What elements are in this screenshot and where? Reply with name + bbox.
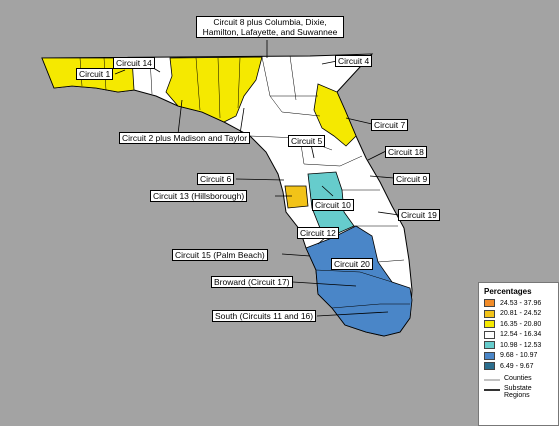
legend-counties: Counties xyxy=(484,375,558,382)
label-circuit-15: Circuit 15 (Palm Beach) xyxy=(172,249,268,261)
legend-range-label: 10.98 - 12.53 xyxy=(500,341,542,349)
label-circuit-14: Circuit 14 xyxy=(113,57,155,69)
label-circuit-9: Circuit 9 xyxy=(393,173,431,185)
legend-range-label: 16.35 - 20.80 xyxy=(500,320,542,328)
region-south-florida xyxy=(305,225,413,337)
legend-range-6: 6.49 - 9.67 xyxy=(484,361,558,372)
label-circuit-5: Circuit 5 xyxy=(288,135,326,147)
legend-swatch xyxy=(484,320,495,329)
label-circuit-4: Circuit 4 xyxy=(335,55,373,67)
legend-regions-label: Substate Regions xyxy=(504,384,532,399)
legend-range-label: 6.49 - 9.67 xyxy=(500,362,534,370)
label-circuit-19: Circuit 19 xyxy=(398,209,440,221)
legend-range-5: 9.68 - 10.97 xyxy=(484,351,558,362)
counties-line-icon xyxy=(484,379,500,380)
legend-ranges: 24.53 - 37.96 20.81 - 24.52 16.35 - 20.80 1… xyxy=(479,298,558,372)
legend-regions: Substate Regions xyxy=(484,385,558,399)
legend-range-label: 24.53 - 37.96 xyxy=(500,299,542,307)
legend-swatch xyxy=(484,299,495,308)
label-circuit-20: Circuit 20 xyxy=(331,258,373,270)
legend-range-4: 10.98 - 12.53 xyxy=(484,340,558,351)
label-circuit-12: Circuit 12 xyxy=(297,227,339,239)
legend-range-label: 20.81 - 24.52 xyxy=(500,310,542,318)
regions-line-icon xyxy=(484,388,500,391)
region-circuit-7 xyxy=(313,83,357,147)
label-circuit-10: Circuit 10 xyxy=(312,199,354,211)
legend-range-3: 12.54 - 16.34 xyxy=(484,330,558,341)
label-circuits-11-16: South (Circuits 11 and 16) xyxy=(212,310,317,322)
label-circuit-7: Circuit 7 xyxy=(371,119,409,131)
legend-counties-label: Counties xyxy=(504,374,532,382)
legend-range-label: 12.54 - 16.34 xyxy=(500,331,542,339)
legend-title: Percentages xyxy=(484,287,532,296)
label-circuit-6: Circuit 6 xyxy=(197,173,235,185)
region-circuit-13 xyxy=(284,185,309,209)
legend-range-label: 9.68 - 10.97 xyxy=(500,352,538,360)
label-circuit-2: Circuit 2 plus Madison and Taylor xyxy=(119,132,251,144)
legend-range-2: 16.35 - 20.80 xyxy=(484,319,558,330)
legend-swatch xyxy=(484,341,495,350)
legend-swatch xyxy=(484,362,495,371)
label-circuit-1: Circuit 1 xyxy=(76,68,114,80)
label-circuit-8: Circuit 8 plus Columbia, Dixie, Hamilton… xyxy=(196,16,344,38)
label-circuit-17: Broward (Circuit 17) xyxy=(211,276,293,288)
legend-swatch xyxy=(484,351,495,360)
legend-swatch xyxy=(484,330,495,339)
legend-range-0: 24.53 - 37.96 xyxy=(484,298,558,309)
legend-swatch xyxy=(484,309,495,318)
legend-range-1: 20.81 - 24.52 xyxy=(484,309,558,320)
label-circuit-18: Circuit 18 xyxy=(385,146,427,158)
legend: Percentages 24.53 - 37.96 20.81 - 24.52 16… xyxy=(478,282,559,426)
label-circuit-13: Circuit 13 (Hillsborough) xyxy=(150,190,248,202)
